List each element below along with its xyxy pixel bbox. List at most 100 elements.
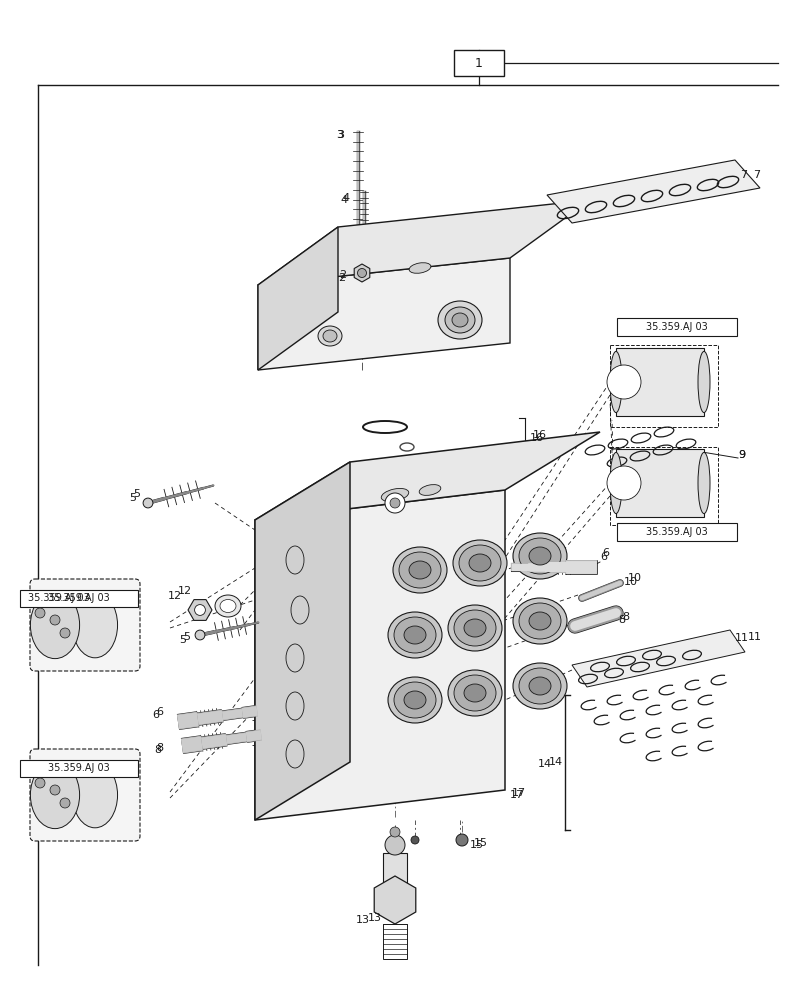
- Ellipse shape: [528, 547, 551, 565]
- Ellipse shape: [513, 533, 566, 579]
- Ellipse shape: [437, 301, 482, 339]
- Ellipse shape: [30, 591, 79, 659]
- Ellipse shape: [215, 595, 241, 617]
- Text: 6: 6: [156, 707, 163, 717]
- Polygon shape: [354, 264, 369, 282]
- Ellipse shape: [697, 351, 709, 413]
- Ellipse shape: [285, 740, 303, 768]
- Ellipse shape: [453, 675, 496, 711]
- Ellipse shape: [388, 612, 441, 658]
- Ellipse shape: [72, 592, 118, 658]
- Bar: [616, 348, 703, 416]
- Text: 8: 8: [617, 615, 624, 625]
- Ellipse shape: [528, 677, 551, 695]
- Polygon shape: [255, 490, 504, 820]
- Circle shape: [35, 608, 45, 618]
- Circle shape: [607, 365, 640, 399]
- Ellipse shape: [398, 552, 440, 588]
- Ellipse shape: [697, 452, 709, 514]
- Ellipse shape: [72, 762, 118, 828]
- Text: 12: 12: [168, 591, 182, 601]
- Polygon shape: [547, 160, 759, 223]
- Text: 4: 4: [340, 195, 346, 205]
- Ellipse shape: [393, 682, 436, 718]
- Polygon shape: [188, 600, 212, 620]
- Text: 12: 12: [178, 586, 192, 596]
- Polygon shape: [258, 200, 590, 285]
- Ellipse shape: [318, 326, 341, 346]
- Bar: [383, 924, 406, 959]
- Ellipse shape: [463, 684, 486, 702]
- Circle shape: [410, 836, 418, 844]
- Text: 14: 14: [548, 757, 563, 767]
- Ellipse shape: [393, 617, 436, 653]
- Circle shape: [60, 798, 70, 808]
- Text: 35.359.AJ 03: 35.359.AJ 03: [646, 322, 707, 332]
- Polygon shape: [255, 432, 599, 520]
- Text: 7: 7: [739, 170, 746, 180]
- Circle shape: [143, 498, 152, 508]
- Circle shape: [60, 628, 70, 638]
- Text: 2: 2: [338, 270, 345, 280]
- Ellipse shape: [469, 554, 491, 572]
- Circle shape: [384, 493, 405, 513]
- Ellipse shape: [463, 619, 486, 637]
- Ellipse shape: [513, 598, 566, 644]
- Text: 4: 4: [342, 193, 350, 203]
- Ellipse shape: [381, 488, 408, 502]
- Text: 35.359.AJ 03: 35.359.AJ 03: [646, 527, 707, 537]
- Circle shape: [389, 827, 400, 837]
- Polygon shape: [258, 258, 509, 370]
- Text: 8: 8: [621, 612, 629, 622]
- FancyBboxPatch shape: [30, 749, 139, 841]
- Ellipse shape: [444, 307, 474, 333]
- Text: 1: 1: [474, 57, 483, 70]
- Text: 14: 14: [537, 759, 551, 769]
- Bar: [383, 853, 406, 900]
- Circle shape: [50, 785, 60, 795]
- Circle shape: [195, 630, 204, 640]
- Text: 15: 15: [474, 838, 487, 848]
- Ellipse shape: [518, 668, 560, 704]
- Circle shape: [50, 615, 60, 625]
- Text: 6: 6: [152, 710, 159, 720]
- Text: 35.359.AJ 03: 35.359.AJ 03: [48, 763, 109, 773]
- Text: 9: 9: [737, 450, 744, 460]
- Polygon shape: [255, 462, 350, 820]
- Text: 3: 3: [336, 130, 342, 140]
- Polygon shape: [258, 227, 337, 370]
- Ellipse shape: [388, 677, 441, 723]
- Ellipse shape: [513, 663, 566, 709]
- Polygon shape: [571, 630, 744, 687]
- Text: 11: 11: [734, 633, 748, 643]
- Circle shape: [456, 834, 467, 846]
- Text: 8: 8: [154, 745, 161, 755]
- Text: 5: 5: [133, 489, 139, 499]
- Text: 13: 13: [367, 913, 381, 923]
- Circle shape: [35, 778, 45, 788]
- Ellipse shape: [285, 546, 303, 574]
- Text: 6: 6: [601, 548, 608, 558]
- Circle shape: [607, 466, 640, 500]
- Ellipse shape: [404, 691, 426, 709]
- Ellipse shape: [30, 761, 79, 829]
- Text: 8: 8: [156, 743, 163, 753]
- Ellipse shape: [404, 626, 426, 644]
- Ellipse shape: [409, 263, 431, 273]
- Ellipse shape: [453, 610, 496, 646]
- Ellipse shape: [518, 538, 560, 574]
- Ellipse shape: [528, 612, 551, 630]
- Ellipse shape: [458, 545, 500, 581]
- Ellipse shape: [409, 561, 431, 579]
- Text: 5: 5: [182, 632, 190, 642]
- Polygon shape: [374, 876, 415, 924]
- Bar: [616, 523, 736, 541]
- Text: 17: 17: [512, 788, 526, 798]
- Circle shape: [384, 835, 405, 855]
- Ellipse shape: [452, 313, 467, 327]
- Ellipse shape: [609, 452, 621, 514]
- Text: 9: 9: [737, 450, 744, 460]
- Ellipse shape: [290, 596, 309, 624]
- Text: 2: 2: [337, 273, 345, 283]
- Circle shape: [357, 268, 366, 277]
